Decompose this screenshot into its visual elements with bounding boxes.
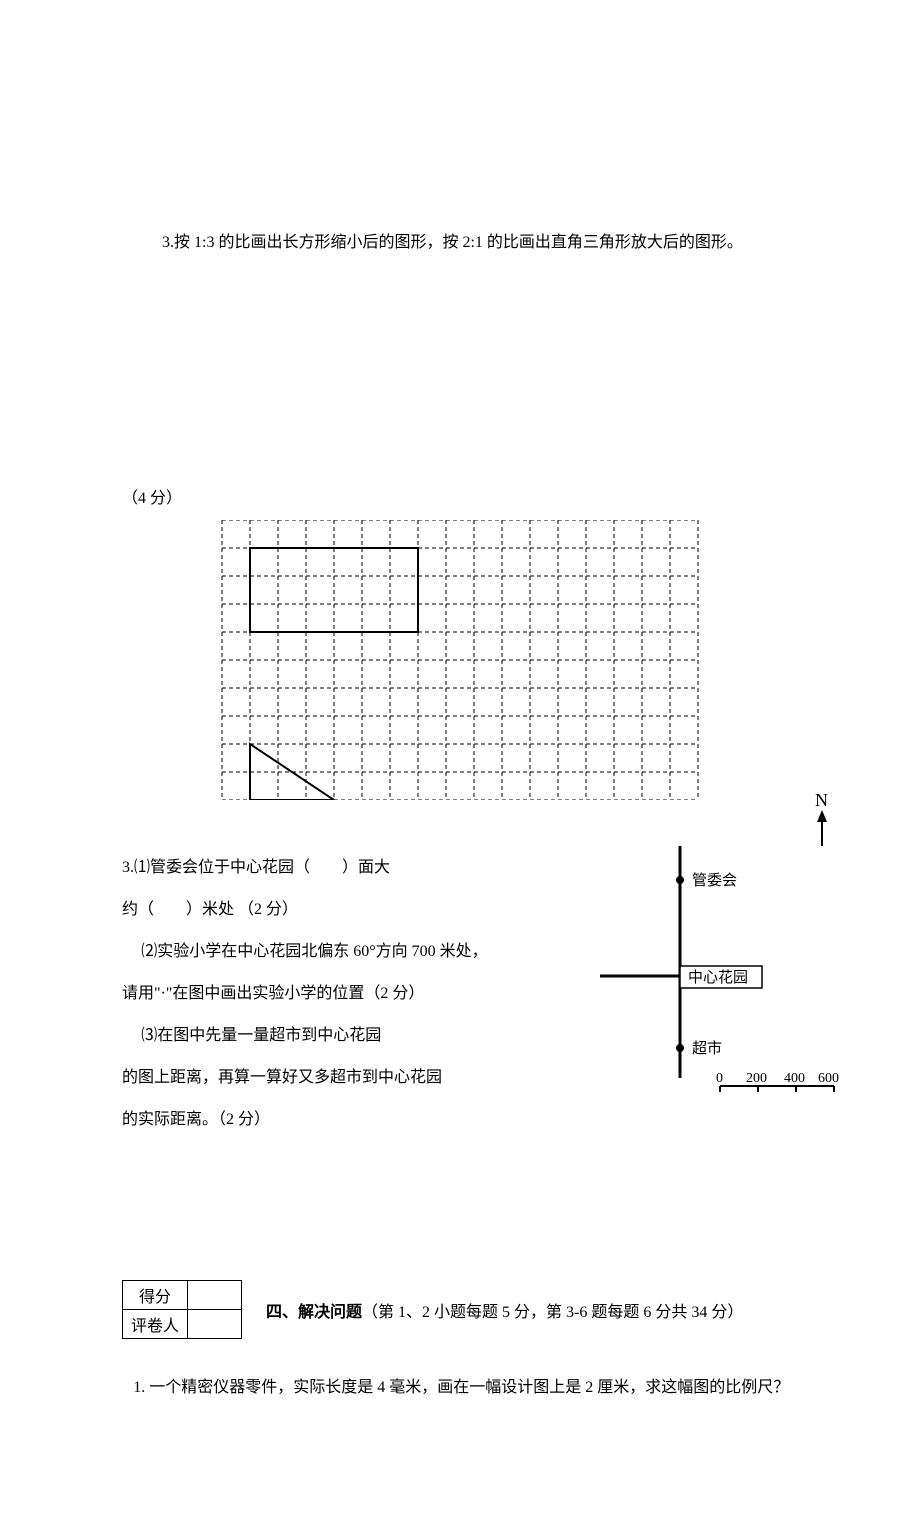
market-point <box>676 1044 684 1052</box>
q3-3-line2: 的图上距离，再算一算好又多超市到中心花园 <box>122 1058 577 1098</box>
map-svg: 管委会 中心花园 超市 0 200 400 600 米 <box>600 790 840 1120</box>
committee-point <box>676 876 684 884</box>
sec4-bold: 四、解决问题 <box>266 1304 362 1321</box>
scale-label-2: 400 <box>784 1071 805 1086</box>
map-figure: N 管委会 中心花园 超市 0 200 400 <box>600 790 840 1120</box>
market-label: 超市 <box>692 1040 722 1057</box>
grid-svg <box>221 520 699 800</box>
committee-label: 管委会 <box>692 872 737 889</box>
q3-2-line2: 请用"·"在图中画出实验小学的位置（2 分） <box>122 974 577 1014</box>
q3-1-post: ）面大 <box>342 859 390 876</box>
scale-label-1: 200 <box>746 1071 767 1086</box>
score-label: 得分 <box>123 1281 188 1310</box>
q3-stem-line1: 3.按 1:3 的比画出长方形缩小后的图形，按 2:1 的比画出直角三角形放大后… <box>162 234 743 251</box>
sec4-rest: （第 1、2 小题每题 5 分，第 3-6 题每题 6 分共 34 分） <box>362 1304 743 1321</box>
q3-3-line1: ⑶在图中先量一量超市到中心花园 <box>122 1016 577 1056</box>
q3-1-pre: 3.⑴管委会位于中心花园（ <box>122 859 310 876</box>
question-3-stem: 3.按 1:3 的比画出长方形缩小后的图形，按 2:1 的比画出直角三角形放大后… <box>122 230 798 256</box>
scale-label-3: 600 米 <box>818 1070 840 1086</box>
q3-2-pre: 约（ <box>122 901 154 918</box>
scale-label-0: 0 <box>716 1071 723 1086</box>
center-garden-label: 中心花园 <box>688 969 748 986</box>
sub-questions: 3.⑴管委会位于中心花园（ ）面大 约（ ）米处 （2 分） ⑵实验小学在中心花… <box>122 848 577 1140</box>
q3-stem-line2: （4 分） <box>122 486 798 512</box>
section-4-header: 得分 评卷人 四、解决问题（第 1、2 小题每题 5 分，第 3-6 题每题 6… <box>122 1280 798 1339</box>
q3-3-line3: 的实际距离。（2 分） <box>122 1100 577 1140</box>
q3-1-line2: 约（ ）米处 （2 分） <box>122 890 577 930</box>
grader-value-cell <box>188 1310 242 1339</box>
q3-2-line1: ⑵实验小学在中心花园北偏东 60°方向 700 米处， <box>122 932 577 972</box>
score-value-cell <box>188 1281 242 1310</box>
drawing-grid <box>221 520 699 800</box>
q3-1-line1: 3.⑴管委会位于中心花园（ ）面大 <box>122 848 577 888</box>
q3-2-post: ）米处 （2 分） <box>186 901 298 918</box>
section-4-title: 四、解决问题（第 1、2 小题每题 5 分，第 3-6 题每题 6 分共 34 … <box>266 1298 743 1322</box>
north-arrow-head <box>817 810 827 822</box>
grader-label: 评卷人 <box>123 1310 188 1339</box>
north-label: N <box>815 790 828 811</box>
question-4-1: 1. 一个精密仪器零件，实际长度是 4 毫米，画在一幅设计图上是 2 厘米，求这… <box>122 1373 798 1397</box>
score-table: 得分 评卷人 <box>122 1280 242 1339</box>
